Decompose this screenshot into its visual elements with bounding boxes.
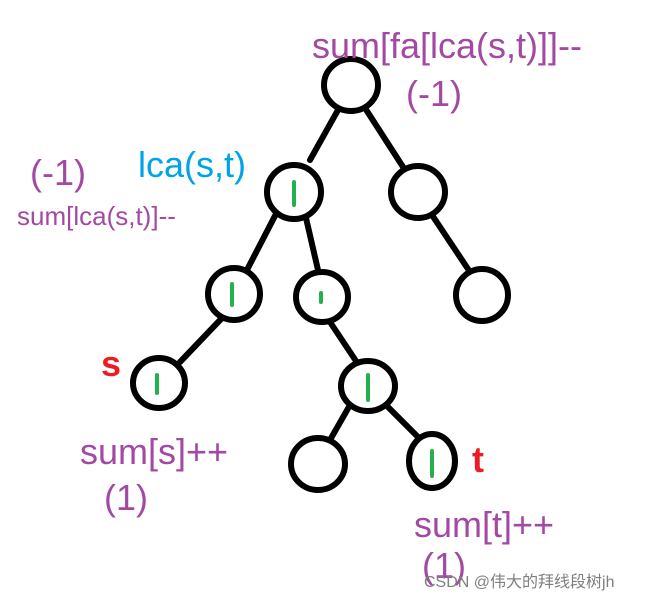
edge-child-leftleaf [327,402,353,443]
root-node [321,56,381,114]
root-delta-annotation: (-1) [406,73,462,114]
right-child-node [388,163,448,221]
lca-delta-annotation: (-1) [30,152,86,193]
edge-right-rightchild [429,212,473,275]
edge-mid-child [327,319,361,367]
lca-label: lca(s,t) [138,144,246,185]
right-leaf-node [453,266,511,324]
edge-root-right [362,105,408,173]
leaf-node [288,435,348,493]
s-endpoint-label: s [101,343,122,384]
s-delta-annotation: (1) [104,477,148,518]
edge-lca-left [245,207,281,271]
t-delta-annotation: (1) [422,545,466,586]
t-sum-annotation: sum[t]++ [414,504,555,545]
edge-root-lca [307,107,341,163]
t-endpoint-label: t [472,439,484,480]
edge-left-s [177,315,225,365]
edge-child-t [382,401,421,440]
s-sum-annotation: sum[s]++ [80,431,229,472]
csdn-watermark: CSDN @伟大的拜线段树jh [424,574,615,591]
root-sum-annotation: sum[fa[lca(s,t)]]-- [312,25,583,66]
edge-lca-mid [303,215,321,273]
lca-sum-annotation: sum[lca(s,t)]-- [17,201,176,231]
